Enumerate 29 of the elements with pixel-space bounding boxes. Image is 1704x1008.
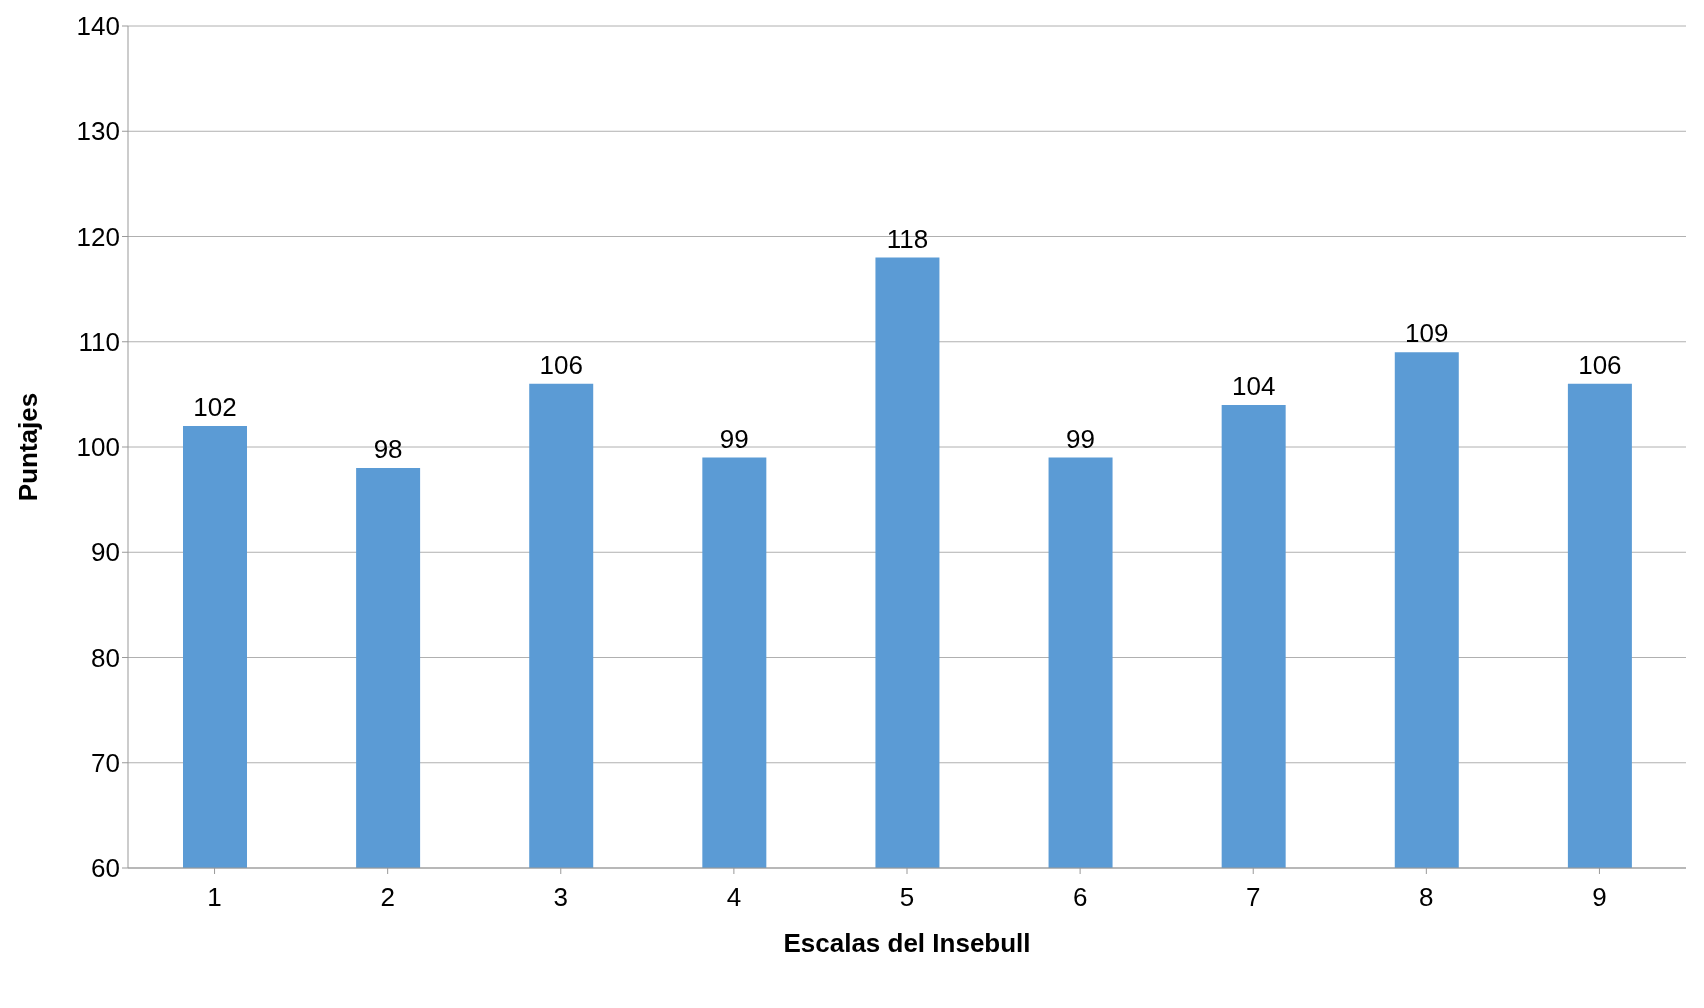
y-tick-label: 140	[76, 11, 120, 42]
y-tick-label: 60	[91, 853, 120, 884]
x-tick-label: 1	[207, 882, 222, 913]
data-label: 99	[719, 423, 749, 454]
y-tick-label: 120	[76, 221, 120, 252]
data-label: 106	[1578, 349, 1622, 380]
data-label: 106	[539, 349, 583, 380]
data-label: 104	[1231, 370, 1276, 401]
y-tick-label: 90	[91, 537, 120, 568]
x-tick-label: 5	[899, 882, 915, 913]
y-tick-label: 70	[91, 747, 120, 778]
x-tick-label: 9	[1592, 882, 1607, 913]
x-tick-label: 6	[1072, 882, 1088, 913]
data-label: 102	[193, 391, 237, 422]
y-tick-label: 110	[78, 326, 120, 357]
x-tick-label: 4	[726, 882, 742, 913]
y-tick-label: 130	[76, 116, 120, 147]
y-tick-label: 80	[91, 642, 120, 673]
data-label: 118	[886, 223, 929, 254]
y-tick-label: 100	[76, 432, 120, 463]
x-axis-title: Escalas del Insebull	[783, 928, 1031, 958]
data-label: 98	[373, 434, 403, 465]
data-label: 109	[1405, 318, 1449, 349]
x-tick-label: 2	[380, 882, 395, 913]
y-axis-title: Puntajes	[13, 392, 44, 502]
data-label: 99	[1066, 423, 1096, 454]
x-tick-label: 8	[1419, 882, 1434, 913]
x-tick-label: 7	[1245, 882, 1261, 913]
x-tick-label: 3	[553, 882, 569, 913]
